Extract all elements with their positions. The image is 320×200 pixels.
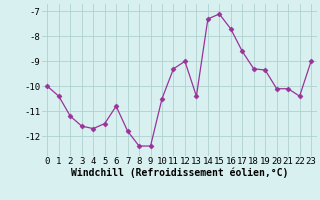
X-axis label: Windchill (Refroidissement éolien,°C): Windchill (Refroidissement éolien,°C) bbox=[70, 168, 288, 178]
